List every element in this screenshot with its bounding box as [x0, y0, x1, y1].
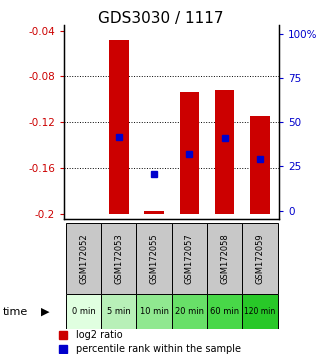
Bar: [66, 294, 101, 329]
Bar: [101, 294, 136, 329]
Bar: [180, 92, 199, 214]
Bar: [172, 223, 207, 294]
Text: ▶: ▶: [41, 307, 49, 316]
Text: log2 ratio: log2 ratio: [76, 330, 122, 341]
Text: 120 min: 120 min: [244, 307, 275, 316]
Bar: [136, 223, 172, 294]
Text: 0 min: 0 min: [72, 307, 95, 316]
Text: GSM172053: GSM172053: [114, 233, 123, 284]
Text: GSM172057: GSM172057: [185, 233, 194, 284]
Bar: [136, 294, 172, 329]
Text: 10 min: 10 min: [140, 307, 169, 316]
Bar: [172, 294, 207, 329]
Text: time: time: [3, 307, 29, 316]
Text: GSM172052: GSM172052: [79, 233, 88, 284]
Bar: [144, 211, 164, 214]
Bar: [242, 294, 278, 329]
Bar: [109, 40, 128, 214]
Bar: [242, 223, 278, 294]
Text: 5 min: 5 min: [107, 307, 131, 316]
Text: 20 min: 20 min: [175, 307, 204, 316]
Bar: [207, 294, 242, 329]
Bar: [250, 116, 270, 214]
Text: GDS3030 / 1117: GDS3030 / 1117: [98, 11, 223, 25]
Bar: [101, 223, 136, 294]
Text: percentile rank within the sample: percentile rank within the sample: [76, 343, 241, 354]
Bar: [207, 223, 242, 294]
Bar: [66, 223, 101, 294]
Text: GSM172058: GSM172058: [220, 233, 229, 284]
Text: GSM172059: GSM172059: [256, 233, 265, 284]
Text: GSM172055: GSM172055: [150, 233, 159, 284]
Bar: [215, 90, 234, 214]
Text: 60 min: 60 min: [210, 307, 239, 316]
